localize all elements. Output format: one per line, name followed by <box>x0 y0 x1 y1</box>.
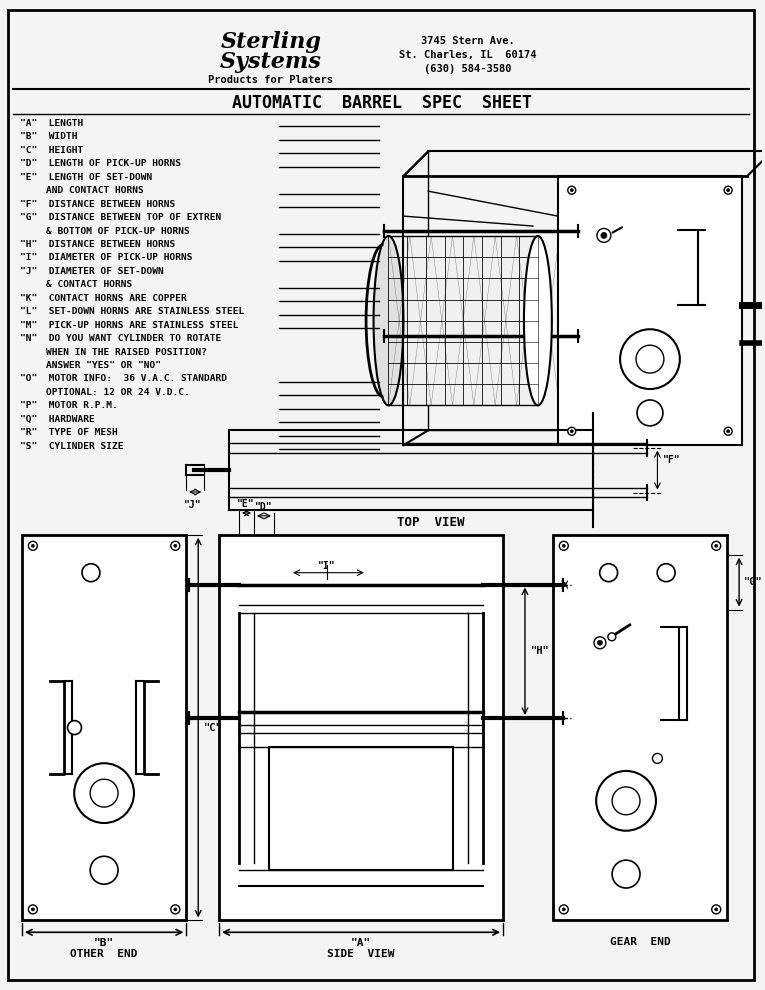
Circle shape <box>90 856 118 884</box>
Circle shape <box>715 908 718 911</box>
Bar <box>22 535 186 921</box>
Text: "G"  DISTANCE BETWEEN TOP OF EXTREN: "G" DISTANCE BETWEEN TOP OF EXTREN <box>20 213 221 222</box>
Circle shape <box>711 542 721 550</box>
Circle shape <box>636 346 664 373</box>
Text: "H"  DISTANCE BETWEEN HORNS: "H" DISTANCE BETWEEN HORNS <box>20 240 175 248</box>
Text: "E"  LENGTH OF SET-DOWN: "E" LENGTH OF SET-DOWN <box>20 172 152 182</box>
Ellipse shape <box>373 236 403 405</box>
Text: "A"  LENGTH: "A" LENGTH <box>20 119 83 128</box>
Text: "C"  HEIGHT: "C" HEIGHT <box>20 146 83 154</box>
Text: Sterling: Sterling <box>220 31 321 52</box>
Text: "P"  MOTOR R.P.M.: "P" MOTOR R.P.M. <box>20 401 118 410</box>
Circle shape <box>657 563 675 582</box>
Text: "N"  DO YOU WANT CYLINDER TO ROTATE: "N" DO YOU WANT CYLINDER TO ROTATE <box>20 334 221 344</box>
Circle shape <box>559 905 568 914</box>
Circle shape <box>28 905 37 914</box>
Circle shape <box>570 430 573 433</box>
Circle shape <box>620 330 680 389</box>
Circle shape <box>559 542 568 550</box>
Text: 3745 Stern Ave.: 3745 Stern Ave. <box>422 36 515 46</box>
Text: Systems: Systems <box>220 50 322 72</box>
Circle shape <box>612 787 640 815</box>
Circle shape <box>597 641 602 645</box>
Text: GEAR  END: GEAR END <box>610 938 670 947</box>
Text: "M"  PICK-UP HORNS ARE STAINLESS STEEL: "M" PICK-UP HORNS ARE STAINLESS STEEL <box>20 321 239 330</box>
Bar <box>558 176 742 446</box>
Text: & BOTTOM OF PICK-UP HORNS: & BOTTOM OF PICK-UP HORNS <box>23 227 190 236</box>
Circle shape <box>74 763 134 823</box>
Text: "B": "B" <box>94 939 114 948</box>
Circle shape <box>653 753 662 763</box>
Text: "G": "G" <box>744 577 763 587</box>
Text: WHEN IN THE RAISED POSITION?: WHEN IN THE RAISED POSITION? <box>23 347 207 356</box>
Text: "I": "I" <box>318 560 336 570</box>
Text: "J"  DIAMETER OF SET-DOWN: "J" DIAMETER OF SET-DOWN <box>20 267 164 276</box>
Text: "F"  DISTANCE BETWEEN HORNS: "F" DISTANCE BETWEEN HORNS <box>20 200 175 209</box>
Text: "J": "J" <box>184 500 201 510</box>
Text: TOP  VIEW: TOP VIEW <box>397 516 464 529</box>
Circle shape <box>28 542 37 550</box>
Bar <box>553 535 728 921</box>
Circle shape <box>597 229 611 243</box>
Text: & CONTACT HORNS: & CONTACT HORNS <box>23 280 132 289</box>
Circle shape <box>600 563 617 582</box>
Text: OTHER  END: OTHER END <box>70 949 138 959</box>
Text: "S"  CYLINDER SIZE: "S" CYLINDER SIZE <box>20 442 123 450</box>
Circle shape <box>594 637 606 648</box>
Circle shape <box>724 186 732 194</box>
Circle shape <box>90 779 118 807</box>
Circle shape <box>711 905 721 914</box>
Text: "R"  TYPE OF MESH: "R" TYPE OF MESH <box>20 429 118 438</box>
Text: ANSWER "YES" OR "NO": ANSWER "YES" OR "NO" <box>23 361 161 370</box>
Text: "C": "C" <box>204 723 223 733</box>
Circle shape <box>608 633 616 641</box>
Circle shape <box>67 721 82 735</box>
Bar <box>269 746 453 870</box>
Circle shape <box>570 189 573 192</box>
Text: AND CONTACT HORNS: AND CONTACT HORNS <box>23 186 144 195</box>
Text: "L"  SET-DOWN HORNS ARE STAINLESS STEEL: "L" SET-DOWN HORNS ARE STAINLESS STEEL <box>20 307 244 316</box>
Circle shape <box>171 542 180 550</box>
Text: OPTIONAL: 12 OR 24 V.D.C.: OPTIONAL: 12 OR 24 V.D.C. <box>23 388 190 397</box>
Circle shape <box>612 860 640 888</box>
Text: "H": "H" <box>531 646 550 656</box>
Circle shape <box>601 233 607 239</box>
Text: "D": "D" <box>256 502 273 512</box>
Circle shape <box>568 186 576 194</box>
Circle shape <box>31 544 34 547</box>
Text: "B"  WIDTH: "B" WIDTH <box>20 133 77 142</box>
Text: SIDE  VIEW: SIDE VIEW <box>327 949 395 959</box>
Circle shape <box>82 563 100 582</box>
Circle shape <box>171 905 180 914</box>
Text: (630) 584-3580: (630) 584-3580 <box>425 63 512 73</box>
Circle shape <box>568 428 576 436</box>
Circle shape <box>31 908 34 911</box>
Text: "O"  MOTOR INFO:  36 V.A.C. STANDARD: "O" MOTOR INFO: 36 V.A.C. STANDARD <box>20 374 227 383</box>
Text: St. Charles, IL  60174: St. Charles, IL 60174 <box>399 50 537 59</box>
Circle shape <box>715 544 718 547</box>
Circle shape <box>562 908 565 911</box>
Text: "E": "E" <box>237 499 255 509</box>
Text: "A": "A" <box>351 939 371 948</box>
Text: AUTOMATIC  BARREL  SPEC  SHEET: AUTOMATIC BARREL SPEC SHEET <box>232 93 532 112</box>
Text: "Q"  HARDWARE: "Q" HARDWARE <box>20 415 95 424</box>
Circle shape <box>727 189 730 192</box>
Text: Products for Platers: Products for Platers <box>208 74 334 84</box>
Circle shape <box>596 771 656 831</box>
Bar <box>219 535 503 921</box>
Ellipse shape <box>524 236 552 405</box>
Bar <box>389 236 538 405</box>
Circle shape <box>174 544 177 547</box>
Text: "K"  CONTACT HORNS ARE COPPER: "K" CONTACT HORNS ARE COPPER <box>20 294 187 303</box>
Circle shape <box>562 544 565 547</box>
Circle shape <box>174 908 177 911</box>
Text: "I"  DIAMETER OF PICK-UP HORNS: "I" DIAMETER OF PICK-UP HORNS <box>20 253 193 262</box>
Circle shape <box>637 400 663 426</box>
Text: "D"  LENGTH OF PICK-UP HORNS: "D" LENGTH OF PICK-UP HORNS <box>20 159 181 168</box>
Text: "F": "F" <box>662 455 680 465</box>
Circle shape <box>727 430 730 433</box>
Circle shape <box>724 428 732 436</box>
